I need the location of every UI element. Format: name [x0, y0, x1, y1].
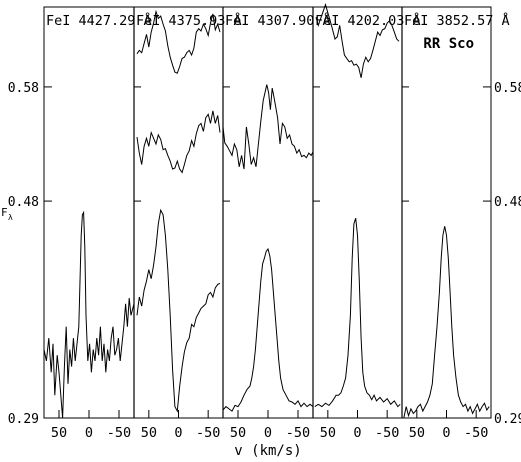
y-tick-label: 0.29 — [494, 412, 521, 427]
plot-frame — [43, 6, 492, 419]
x-tick-label: 50 — [141, 425, 157, 441]
spectrum-line — [136, 208, 221, 413]
panel-title: FeI 4202.03 Å — [315, 12, 421, 29]
x-tick-label: 0 — [174, 425, 182, 441]
spectrum-line — [222, 247, 314, 412]
y-tick-label: 0.48 — [494, 195, 521, 210]
x-tick-label: 0 — [353, 425, 361, 441]
x-tick-label: -50 — [196, 425, 220, 441]
x-tick-label: -50 — [286, 425, 310, 441]
y-tick-label: 0.58 — [8, 81, 39, 96]
spectrum-line — [43, 210, 135, 419]
panel-title: FeI 4427.29 Å — [46, 12, 152, 29]
x-tick-label: -50 — [464, 425, 488, 441]
x-tick-label: 50 — [320, 425, 336, 441]
panel-title: FeI 4307.90 Å — [225, 12, 331, 29]
spectrum-line — [136, 110, 221, 174]
y-axis-label: F — [1, 206, 8, 219]
x-tick-label: 0 — [442, 425, 450, 441]
x-tick-label: -50 — [107, 425, 131, 441]
panel-title: FeI 4375.93 Å — [136, 12, 242, 29]
star-label: RR Sco — [423, 36, 474, 52]
spectrum-line — [315, 3, 400, 78]
x-tick-label: -50 — [375, 425, 399, 441]
y-axis-label-sub: λ — [8, 213, 13, 222]
spectrum-line — [403, 226, 490, 419]
x-tick-label: 0 — [85, 425, 93, 441]
spectrum-line — [136, 9, 221, 74]
x-axis-label: v (km/s) — [234, 443, 301, 459]
x-tick-label: 0 — [264, 425, 272, 441]
y-tick-label: 0.48 — [8, 195, 39, 210]
x-tick-label: 50 — [51, 425, 67, 441]
y-tick-label: 0.29 — [8, 412, 39, 427]
y-tick-label: 0.58 — [494, 81, 521, 96]
x-tick-label: 50 — [409, 425, 425, 441]
spectrum-line — [314, 218, 401, 408]
panel-title: FeI 3852.57 Å — [404, 12, 510, 29]
spectrum-line — [222, 84, 314, 170]
x-tick-label: 50 — [230, 425, 246, 441]
